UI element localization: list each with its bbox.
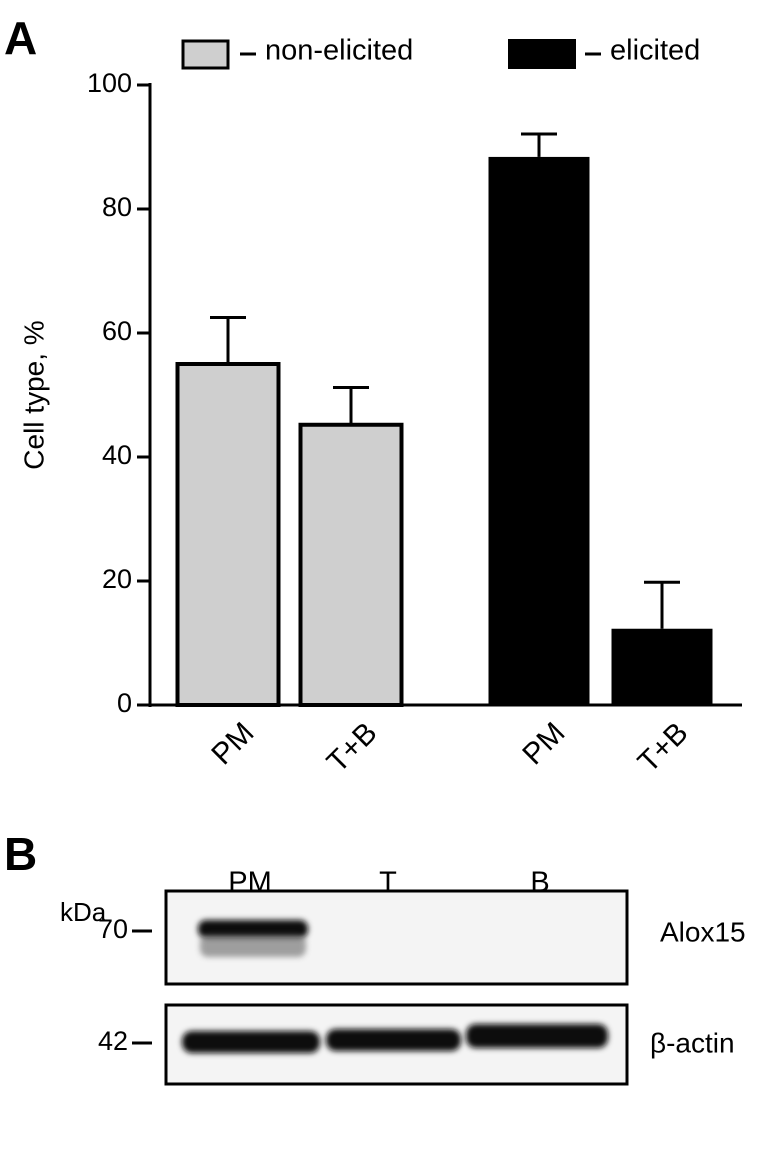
y-axis-label: Cell type, % bbox=[18, 320, 49, 469]
legend-label: non-elicited bbox=[265, 35, 413, 67]
y-tick-label: 40 bbox=[102, 440, 132, 470]
bar bbox=[175, 362, 281, 707]
panel-label: B bbox=[4, 828, 37, 880]
bar bbox=[488, 156, 590, 706]
x-tick-label: T+B bbox=[632, 716, 695, 779]
band bbox=[326, 1029, 461, 1051]
band bbox=[466, 1024, 608, 1048]
y-tick-label: 20 bbox=[102, 564, 132, 594]
y-tick-label: 80 bbox=[102, 192, 132, 222]
x-tick-label: PM bbox=[205, 716, 260, 771]
blot-label: Alox15 bbox=[660, 916, 746, 947]
legend-swatch bbox=[508, 39, 576, 69]
y-tick-label: 100 bbox=[87, 68, 132, 98]
legend-label: elicited bbox=[610, 35, 700, 67]
unit-label: kDa bbox=[60, 897, 107, 927]
marker-label: 42 bbox=[98, 1026, 128, 1056]
marker-label: 70 bbox=[98, 914, 128, 944]
y-tick-label: 60 bbox=[102, 316, 132, 346]
panel-label: A bbox=[4, 12, 37, 64]
x-tick-label: T+B bbox=[321, 716, 384, 779]
bar bbox=[611, 628, 713, 705]
legend-swatch bbox=[181, 39, 230, 70]
y-tick-label: 0 bbox=[117, 688, 132, 718]
blot-label: β-actin bbox=[650, 1027, 735, 1058]
band bbox=[200, 935, 306, 957]
bar bbox=[298, 422, 404, 707]
band bbox=[182, 1031, 320, 1053]
band bbox=[198, 920, 308, 938]
x-tick-label: PM bbox=[516, 716, 571, 771]
